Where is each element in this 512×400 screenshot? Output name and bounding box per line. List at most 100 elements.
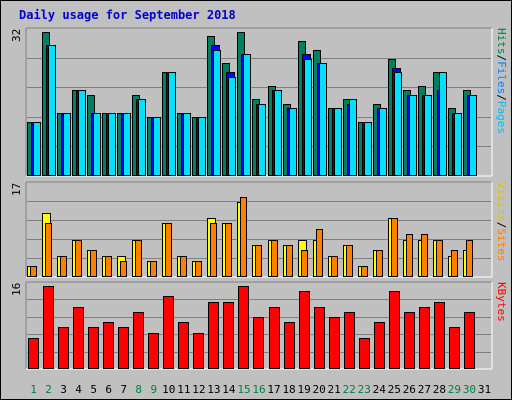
bar-sites-day-12	[195, 261, 202, 277]
bar-pages-day-6	[108, 113, 116, 176]
x-tick-label-day-11: 11	[177, 383, 190, 396]
bar-kbytes-day-22	[344, 312, 355, 369]
bar-sites-day-29	[451, 250, 458, 277]
bar-sites-day-2	[45, 223, 52, 277]
x-tick-label-day-7: 7	[120, 383, 127, 396]
x-tick-label-day-30: 30	[463, 383, 476, 396]
x-tick-label-day-26: 26	[403, 383, 416, 396]
x-tick-label-day-17: 17	[267, 383, 280, 396]
x-tick-label-day-5: 5	[90, 383, 97, 396]
bar-kbytes-day-12	[193, 333, 204, 369]
bar-pages-day-25	[394, 72, 402, 176]
chart-title: Daily usage for September 2018	[19, 8, 236, 22]
x-tick-label-day-10: 10	[162, 383, 175, 396]
bar-sites-day-28	[436, 240, 443, 277]
x-tick-label-day-15: 15	[237, 383, 250, 396]
bar-pages-day-23	[364, 122, 372, 176]
bar-kbytes-day-23	[359, 338, 370, 369]
x-tick-label-day-19: 19	[297, 383, 310, 396]
bar-pages-day-16	[258, 104, 266, 176]
bar-sites-day-13	[210, 223, 217, 277]
bar-sites-day-1	[30, 266, 37, 277]
bar-sites-day-17	[271, 240, 278, 277]
bar-pages-day-18	[289, 108, 297, 176]
bar-kbytes-day-20	[314, 307, 325, 369]
bar-sites-day-10	[165, 223, 172, 277]
bar-sites-day-27	[421, 234, 428, 277]
x-tick-label-day-20: 20	[313, 383, 326, 396]
bar-sites-day-24	[376, 250, 383, 277]
bar-pages-day-24	[379, 108, 387, 176]
axis-legend-part: Sites	[495, 228, 508, 262]
x-tick-label-day-23: 23	[358, 383, 371, 396]
bar-sites-day-25	[391, 218, 398, 277]
axis-legend-part: /	[495, 94, 508, 101]
x-tick-label-day-3: 3	[60, 383, 67, 396]
bar-kbytes-day-5	[88, 327, 99, 369]
x-tick-label-day-8: 8	[135, 383, 142, 396]
x-tick-label-day-9: 9	[150, 383, 157, 396]
bar-sites-day-20	[316, 229, 323, 277]
x-tick-label-day-24: 24	[373, 383, 387, 396]
bar-pages-day-11	[183, 113, 191, 176]
bar-pages-day-3	[63, 113, 71, 176]
bar-sites-day-19	[301, 250, 308, 277]
x-tick-label-day-27: 27	[418, 383, 431, 396]
bar-sites-day-11	[180, 256, 187, 277]
x-tick-label-day-29: 29	[448, 383, 461, 396]
x-tick-label-day-31: 31	[478, 383, 491, 396]
bar-pages-day-10	[168, 72, 176, 176]
ymax-label-top: 32	[10, 28, 23, 42]
bar-pages-day-12	[198, 117, 206, 176]
x-tick-label-day-21: 21	[328, 383, 341, 396]
x-tick-label-day-4: 4	[75, 383, 82, 396]
x-tick-label-day-2: 2	[45, 383, 52, 396]
x-tick-label-day-25: 25	[388, 383, 401, 396]
x-tick-label-day-18: 18	[282, 383, 295, 396]
panel-bottom	[25, 281, 493, 370]
bar-kbytes-day-17	[269, 307, 280, 369]
bar-kbytes-day-28	[434, 302, 445, 369]
bar-pages-day-27	[424, 95, 432, 176]
x-tick-label-day-6: 6	[105, 383, 112, 396]
panel-top	[25, 27, 493, 177]
bar-kbytes-day-30	[464, 312, 475, 369]
bar-pages-day-28	[439, 72, 447, 176]
x-tick-label-day-13: 13	[207, 383, 220, 396]
bar-kbytes-day-7	[118, 327, 129, 369]
x-tick-label-day-28: 28	[433, 383, 446, 396]
axis-legend-part: Pages	[495, 100, 508, 134]
x-tick-label-day-12: 12	[192, 383, 205, 396]
bar-pages-day-29	[454, 113, 462, 176]
bar-sites-day-6	[105, 256, 112, 277]
bar-pages-day-7	[123, 113, 131, 176]
bar-pages-day-5	[93, 113, 101, 176]
bar-pages-day-22	[349, 99, 357, 176]
bar-sites-day-5	[90, 250, 97, 277]
bar-kbytes-day-24	[374, 322, 385, 369]
bar-kbytes-day-29	[449, 327, 460, 369]
bar-kbytes-day-21	[329, 317, 340, 369]
bar-pages-day-4	[78, 90, 86, 176]
bar-pages-day-8	[138, 99, 146, 176]
bar-sites-day-7	[120, 261, 127, 277]
bar-sites-day-9	[150, 261, 157, 277]
bar-kbytes-day-11	[178, 322, 189, 369]
bar-sites-day-30	[466, 240, 473, 277]
bar-kbytes-day-26	[404, 312, 415, 369]
axis-legend-part: Hits	[495, 28, 508, 55]
bar-kbytes-day-16	[253, 317, 264, 369]
bar-pages-day-1	[33, 122, 41, 176]
x-tick-label-day-16: 16	[252, 383, 265, 396]
bar-sites-day-4	[75, 240, 82, 277]
ymax-label-bottom: 16	[10, 282, 23, 296]
bar-kbytes-day-10	[163, 296, 174, 369]
bar-pages-day-14	[228, 77, 236, 176]
x-tick-label-day-14: 14	[222, 383, 236, 396]
axis-legend-top: Hits/Files/Pages	[495, 28, 508, 134]
bar-sites-day-18	[286, 245, 293, 277]
bar-kbytes-day-27	[419, 307, 430, 369]
x-tick-label-day-1: 1	[30, 383, 37, 396]
